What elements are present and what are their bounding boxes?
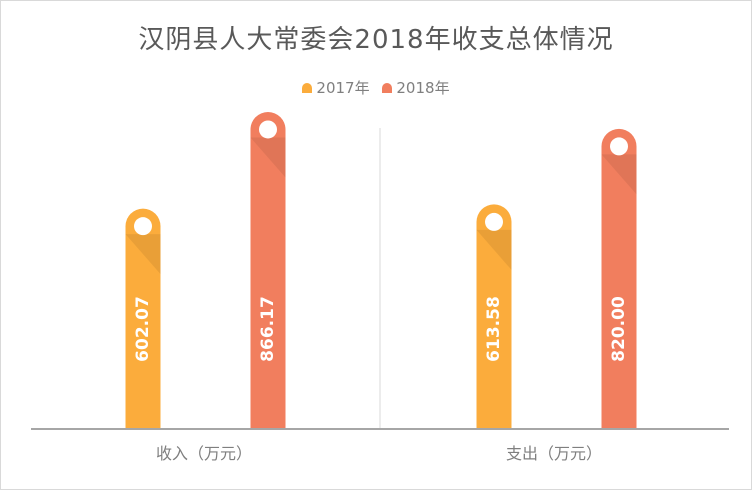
- legend-label-2017: 2017年: [316, 79, 370, 97]
- bar-shade: [601, 154, 637, 195]
- legend-label-2018: 2018年: [396, 79, 450, 97]
- bar-cap-dot: [485, 212, 503, 231]
- bar: [601, 128, 637, 429]
- legend-item-2017: 2017年: [302, 77, 370, 98]
- bar-2017年-0: 602.07: [125, 208, 161, 429]
- bar-cap-dot: [134, 217, 152, 236]
- bar-cap-dot: [259, 120, 277, 139]
- bar-2018年-0: 866.17: [250, 111, 286, 429]
- bar-shade: [250, 137, 286, 178]
- bar: [476, 204, 512, 429]
- data-label: 820.00: [609, 296, 629, 362]
- bars-group: 602.07 613.58 866.17 820.00: [125, 111, 637, 429]
- bar: [125, 208, 161, 429]
- bar-shade: [125, 234, 161, 275]
- legend-item-2018: 2018年: [382, 77, 450, 98]
- data-label: 602.07: [133, 296, 153, 362]
- bar-cap-dot: [610, 137, 628, 156]
- data-label: 613.58: [484, 296, 504, 362]
- data-label: 866.17: [258, 296, 278, 362]
- bar-shade: [476, 229, 512, 270]
- chart-title: 汉阴县人大常委会2018年收支总体情况: [138, 25, 614, 55]
- bar-2018年-1: 820.00: [601, 128, 637, 429]
- legend-swatch-2017: [302, 83, 313, 93]
- bar: [250, 111, 286, 429]
- x-tick-label: 收入（万元）: [156, 444, 252, 463]
- legend: 2017年 2018年: [1, 77, 751, 98]
- bar-2017年-1: 613.58: [476, 204, 512, 429]
- legend-swatch-2018: [382, 83, 393, 93]
- x-tick-label: 支出（万元）: [506, 444, 602, 463]
